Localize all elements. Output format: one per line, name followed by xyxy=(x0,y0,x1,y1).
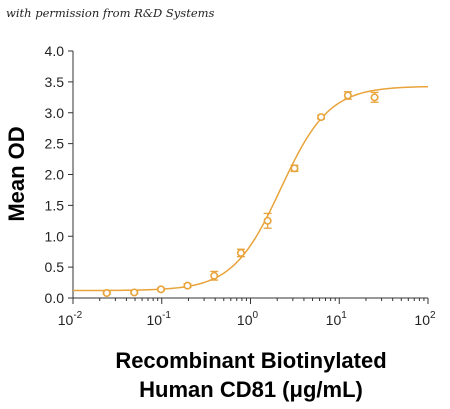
data-point xyxy=(236,248,245,257)
credit-text: with permission from R&D Systems xyxy=(6,6,215,20)
data-point xyxy=(210,271,219,280)
data-point xyxy=(370,93,379,102)
y-tick-label: 3.0 xyxy=(45,105,65,121)
fit-curve xyxy=(73,85,429,292)
data-point xyxy=(183,281,192,290)
x-axis-label-line1: Recombinant Biotinylated xyxy=(115,348,386,373)
data-point xyxy=(102,289,111,298)
y-tick-label: 4.0 xyxy=(45,43,65,59)
data-point xyxy=(156,285,165,294)
y-tick-label: 0.0 xyxy=(45,290,65,306)
x-tick-label: 100 xyxy=(237,310,259,328)
axes: 0.0 0.5 1.0 1.5 2.0 2.5 3.0 3.5 4.0 10-2 10-1 100 10… xyxy=(45,43,436,328)
x-axis-label-line2: Human CD81 (μg/mL) xyxy=(139,377,363,402)
x-tick-label: 10-2 xyxy=(58,310,83,328)
y-axis-label: Mean OD xyxy=(4,126,29,221)
x-tick-label: 10-1 xyxy=(147,310,172,328)
data-point xyxy=(263,216,272,225)
y-tick-label: 0.5 xyxy=(45,259,65,275)
fit-curve-group xyxy=(73,85,429,292)
x-tick-label: 102 xyxy=(414,310,436,328)
data-point xyxy=(290,164,299,173)
y-tick-label: 1.5 xyxy=(45,197,65,213)
data-point xyxy=(317,113,326,122)
y-tick-label: 3.5 xyxy=(45,74,65,90)
data-point xyxy=(130,288,139,297)
y-tick-label: 1.0 xyxy=(45,228,65,244)
y-tick-label: 2.0 xyxy=(45,167,65,183)
y-tick-label: 2.5 xyxy=(45,136,65,152)
x-tick-label: 101 xyxy=(326,310,348,328)
data-point xyxy=(343,91,352,100)
data-points-group xyxy=(102,91,379,298)
